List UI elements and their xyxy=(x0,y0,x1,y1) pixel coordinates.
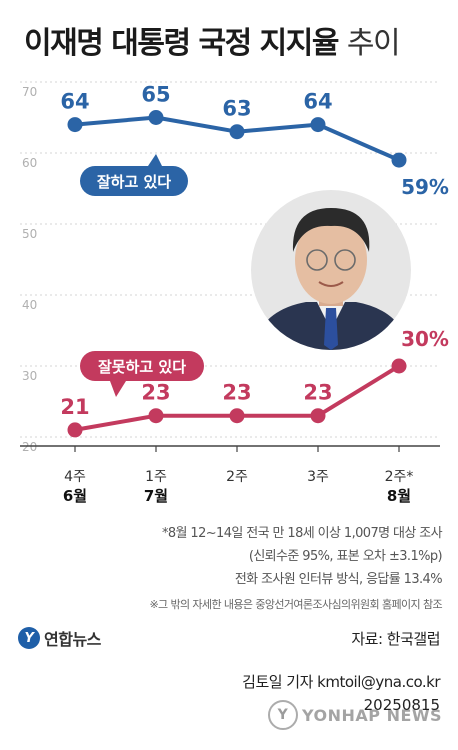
x-tick-month-label: 7월 xyxy=(144,487,168,505)
yonhap-watermark: Y YONHAP NEWS xyxy=(268,700,442,730)
chart-title: 이재명 대통령 국정 지지율 추이 xyxy=(24,18,401,62)
portrait-tie xyxy=(324,308,338,350)
legend-label-good: 잘하고 있다 xyxy=(97,173,171,191)
data-label: 23 xyxy=(303,381,332,405)
y-tick-label: 30 xyxy=(22,369,37,383)
logo-text: 연합뉴스 xyxy=(44,630,101,649)
portrait-glasses-right xyxy=(334,249,356,271)
x-tick-week-label: 3주 xyxy=(307,469,329,485)
y-tick-label: 70 xyxy=(22,85,37,99)
data-label: 64 xyxy=(60,90,89,114)
y-tick-label: 40 xyxy=(22,298,37,312)
x-tick-week-label: 2주* xyxy=(385,469,414,485)
data-label: 63 xyxy=(222,97,251,121)
portrait-smile xyxy=(318,281,344,287)
data-label: 64 xyxy=(303,90,332,114)
data-point xyxy=(391,152,407,168)
legend-label-bad: 잘못하고 있다 xyxy=(98,358,186,376)
data-label: 65 xyxy=(141,83,170,107)
title-main: 이재명 대통령 국정 지지율 xyxy=(24,26,339,61)
data-point xyxy=(67,117,83,133)
y-tick-label: 20 xyxy=(22,440,37,454)
data-label: 23 xyxy=(141,381,170,405)
portrait-figure xyxy=(251,208,411,350)
portrait-hair xyxy=(292,208,370,252)
legend-bubble-good-pointer xyxy=(148,154,162,166)
credit-text: 김토일 기자 kmtoil@yna.co.kr xyxy=(242,673,440,691)
x-tick-month-label: 6월 xyxy=(63,487,87,505)
yonhap-logo-icon: Y xyxy=(18,627,40,649)
y-tick-label: 60 xyxy=(22,156,37,170)
data-point xyxy=(148,408,164,424)
note-line-3: 전화 조사원 인터뷰 방식, 응답률 13.4% xyxy=(234,572,443,587)
watermark-icon: Y xyxy=(268,700,298,730)
data-label: 59% xyxy=(401,175,449,199)
legend-bubble-good xyxy=(80,166,188,196)
data-label: 21 xyxy=(60,395,89,419)
data-point xyxy=(67,422,83,438)
data-label: 23 xyxy=(222,381,251,405)
note-line-4: ※그 밖의 자세한 내용은 중앙선거여론조사심의위원회 홈페이지 참조 xyxy=(149,598,442,611)
data-point xyxy=(229,408,245,424)
x-tick-week-label: 2주 xyxy=(226,469,248,485)
data-point xyxy=(310,408,326,424)
data-point xyxy=(148,110,164,125)
data-label: 30% xyxy=(401,327,449,351)
note-line-1: *8월 12~14일 전국 만 18세 이상 1,007명 대상 조사 xyxy=(161,526,443,541)
data-point xyxy=(229,124,245,140)
line-chart: 20 30 40 50 60 70 4주 6월 1주 7월 2주 3주 2주* 8월 64 65 63 64 59%… xyxy=(20,81,449,505)
watermark-text: YONHAP NEWS xyxy=(302,705,443,725)
portrait-glasses-left xyxy=(306,249,328,271)
legend-bubble-bad-pointer xyxy=(110,381,126,397)
yonhap-logo: Y 연합뉴스 xyxy=(18,626,101,650)
portrait-face xyxy=(295,216,367,304)
date-text: 20250815 xyxy=(363,696,440,714)
x-tick-week-label: 4주 xyxy=(64,469,86,485)
y-tick-label: 50 xyxy=(22,227,37,241)
data-point xyxy=(310,117,326,133)
x-tick-month-label: 8월 xyxy=(387,487,411,505)
source-text: 자료: 한국갤럽 xyxy=(351,630,440,648)
data-point xyxy=(391,358,407,374)
title-sub: 추이 xyxy=(346,26,401,61)
legend-bubble-bad xyxy=(80,351,204,381)
x-tick-week-label: 1주 xyxy=(145,469,167,485)
note-line-2: (신뢰수준 95%, 표본 오차 ±3.1%p) xyxy=(248,549,443,564)
